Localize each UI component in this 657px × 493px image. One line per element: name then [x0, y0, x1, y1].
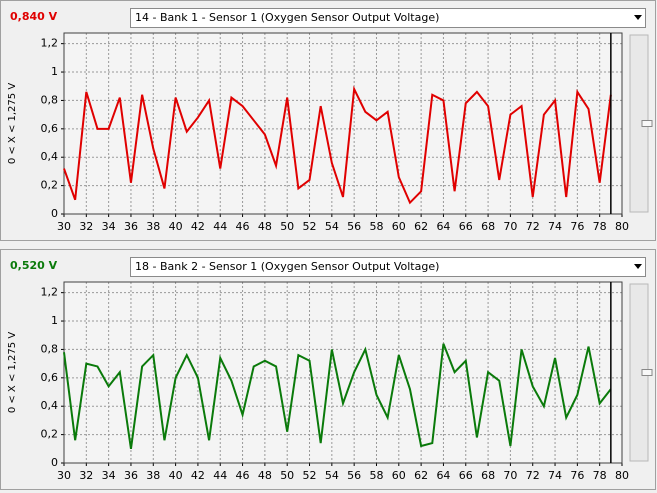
plot-frame: [63, 281, 623, 464]
y-tick-label: 0,2: [41, 179, 59, 192]
plot-frame: [63, 32, 623, 215]
readout: 0,520 V: [10, 259, 58, 272]
y-tick-label: 0: [51, 207, 58, 220]
x-tick-label: 78: [593, 469, 607, 482]
x-tick-label: 38: [146, 469, 160, 482]
x-tick-label: 54: [325, 469, 339, 482]
x-tick-label: 64: [436, 469, 450, 482]
x-tick-label: 60: [392, 469, 406, 482]
y-axis-label: 0 < X < 1,275 V: [7, 83, 18, 164]
x-tick-label: 58: [369, 469, 383, 482]
sensor-dropdown[interactable]: [130, 8, 646, 28]
x-tick-label: 48: [258, 220, 272, 233]
x-tick-label: 42: [191, 220, 205, 233]
x-tick-label: 40: [169, 469, 183, 482]
readout: 0,840 V: [10, 10, 58, 23]
x-tick-label: 56: [347, 469, 361, 482]
y-tick-label: 1,2: [41, 286, 59, 299]
x-tick-label: 56: [347, 220, 361, 233]
dropdown-arrow[interactable]: [634, 15, 642, 20]
x-tick-label: 48: [258, 469, 272, 482]
x-tick-label: 74: [548, 220, 562, 233]
x-tick-label: 42: [191, 469, 205, 482]
y-axis-label: 0 < X < 1,275 V: [7, 332, 18, 413]
sensor-dropdown-text[interactable]: 14 - Bank 1 - Sensor 1 (Oxygen Sensor Ou…: [135, 11, 439, 24]
y-tick-label: 0,6: [41, 371, 59, 384]
y-tick-label: 1: [51, 314, 58, 327]
x-tick-label: 62: [414, 220, 428, 233]
plot-area: [64, 282, 622, 463]
x-tick-label: 36: [124, 220, 138, 233]
y-tick-label: 1: [51, 65, 58, 78]
y-tick-label: 0,8: [41, 93, 59, 106]
x-tick-label: 60: [392, 220, 406, 233]
x-tick-label: 80: [615, 469, 629, 482]
x-tick-label: 40: [169, 220, 183, 233]
x-tick-label: 74: [548, 469, 562, 482]
x-tick-label: 52: [303, 469, 317, 482]
x-tick-label: 46: [236, 220, 250, 233]
zoom-slider-thumb[interactable]: [641, 120, 653, 127]
y-tick-label: 0,4: [41, 150, 59, 163]
series-line: [63, 85, 612, 205]
x-tick-label: 38: [146, 220, 160, 233]
x-tick-label: 34: [102, 469, 116, 482]
sensor-dropdown-text[interactable]: 18 - Bank 2 - Sensor 1 (Oxygen Sensor Ou…: [135, 260, 439, 273]
dropdown-arrow[interactable]: [634, 264, 642, 269]
x-tick-label: 66: [459, 469, 473, 482]
sensor-dropdown[interactable]: [130, 257, 646, 277]
x-tick-label: 30: [57, 469, 71, 482]
x-tick-label: 76: [570, 469, 584, 482]
x-tick-label: 72: [526, 220, 540, 233]
x-tick-label: 46: [236, 469, 250, 482]
zoom-slider-thumb[interactable]: [641, 369, 653, 376]
x-tick-label: 70: [503, 220, 517, 233]
x-tick-label: 72: [526, 469, 540, 482]
x-tick-label: 50: [280, 220, 294, 233]
y-tick-label: 0,6: [41, 122, 59, 135]
x-tick-label: 34: [102, 220, 116, 233]
x-tick-label: 50: [280, 469, 294, 482]
y-tick-label: 0,4: [41, 399, 59, 412]
y-tick-label: 0,2: [41, 428, 59, 441]
x-tick-label: 54: [325, 220, 339, 233]
x-tick-label: 80: [615, 220, 629, 233]
series-line: [63, 343, 612, 449]
x-tick-label: 44: [213, 220, 227, 233]
x-tick-label: 78: [593, 220, 607, 233]
x-tick-label: 32: [79, 469, 93, 482]
y-tick-label: 1,2: [41, 37, 59, 50]
x-tick-label: 70: [503, 469, 517, 482]
plot-area: [64, 33, 622, 214]
y-tick-label: 0,8: [41, 342, 59, 355]
x-tick-label: 62: [414, 469, 428, 482]
x-tick-label: 76: [570, 220, 584, 233]
x-tick-label: 58: [369, 220, 383, 233]
x-tick-label: 44: [213, 469, 227, 482]
x-tick-label: 36: [124, 469, 138, 482]
x-tick-label: 66: [459, 220, 473, 233]
x-tick-label: 68: [481, 220, 495, 233]
x-tick-label: 52: [303, 220, 317, 233]
x-tick-label: 64: [436, 220, 450, 233]
x-tick-label: 32: [79, 220, 93, 233]
x-tick-label: 30: [57, 220, 71, 233]
y-tick-label: 0: [51, 456, 58, 469]
x-tick-label: 68: [481, 469, 495, 482]
